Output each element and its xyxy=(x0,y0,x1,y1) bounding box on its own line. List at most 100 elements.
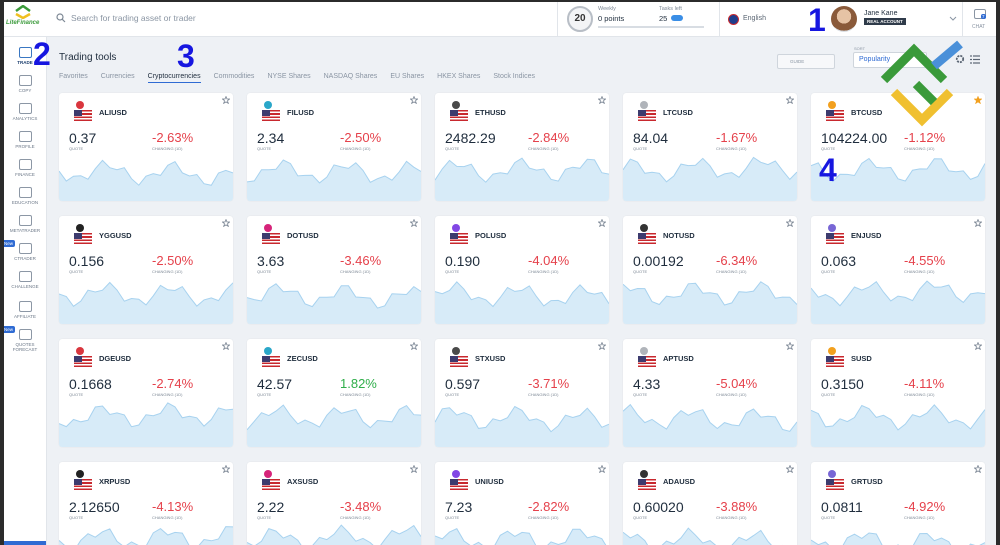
favorite-star[interactable] xyxy=(410,219,418,227)
favorite-star[interactable] xyxy=(786,96,794,104)
change-label: CHANGING (1D) xyxy=(528,392,559,397)
flag-icon xyxy=(826,110,844,121)
sidebar-item[interactable]: ANALYTICS xyxy=(4,103,46,121)
sidebar-item[interactable]: EDUCATION xyxy=(4,187,46,205)
sidebar-label: AFFILIATE xyxy=(14,314,36,319)
change: -3.71% xyxy=(528,376,570,391)
favorite-star[interactable] xyxy=(410,96,418,104)
sidebar-item[interactable]: PROFILE xyxy=(4,131,46,149)
quote: 2.12650 xyxy=(69,499,120,515)
favorite-star[interactable] xyxy=(222,96,230,104)
asset-card[interactable]: DOTUSD 3.63 -3.46% QUOTE CHANGING (1D) xyxy=(247,216,421,324)
asset-card[interactable]: BTCUSD 104224.00 -1.12% QUOTE CHANGING (1D) xyxy=(811,93,985,201)
symbol: ZECUSD xyxy=(287,354,318,363)
tab[interactable]: Favorites xyxy=(59,73,88,80)
tab[interactable]: Stock Indices xyxy=(493,73,535,80)
asset-card[interactable]: STXUSD 0.597 -3.71% QUOTE CHANGING (1D) xyxy=(435,339,609,447)
tab[interactable]: EU Shares xyxy=(390,73,425,80)
favorite-star[interactable] xyxy=(410,465,418,473)
sparkline xyxy=(623,403,797,447)
asset-card[interactable]: XRPUSD 2.12650 -4.13% QUOTE CHANGING (1D) xyxy=(59,462,233,545)
divider xyxy=(719,2,720,36)
asset-card[interactable]: ZECUSD 42.57 1.82% QUOTE CHANGING (1D) xyxy=(247,339,421,447)
quote: 0.60020 xyxy=(633,499,684,515)
favorite-star[interactable] xyxy=(222,219,230,227)
sidebar-item[interactable]: CHALLENGE xyxy=(4,271,46,289)
sidebar-item[interactable]: QUOTES FORECAST New xyxy=(4,326,46,352)
favorite-star[interactable] xyxy=(974,96,982,104)
coin-icon xyxy=(640,347,648,355)
favorite-star[interactable] xyxy=(974,342,982,350)
favorite-star[interactable] xyxy=(598,96,606,104)
annotation: 2 xyxy=(33,36,51,72)
favorite-star[interactable] xyxy=(410,342,418,350)
tab[interactable]: Cryptocurrencies xyxy=(147,73,201,83)
quote-label: QUOTE xyxy=(821,269,836,274)
symbol: BTCUSD xyxy=(851,108,883,117)
sparkline xyxy=(59,402,233,447)
weekly-label: Weekly xyxy=(598,6,616,12)
asset-card[interactable]: ADAUSD 0.60020 -3.88% QUOTE CHANGING (1D) xyxy=(623,462,797,545)
user-name[interactable]: Jane Kane xyxy=(864,10,898,17)
asset-card[interactable]: UNIUSD 7.23 -2.82% QUOTE CHANGING (1D) xyxy=(435,462,609,545)
asset-card[interactable]: POLUSD 0.190 -4.04% QUOTE CHANGING (1D) xyxy=(435,216,609,324)
asset-card[interactable]: SUSD 0.3150 -4.11% QUOTE CHANGING (1D) xyxy=(811,339,985,447)
tab[interactable]: Currencies xyxy=(100,73,135,80)
sidebar-item[interactable]: COPY xyxy=(4,75,46,93)
chat-label[interactable]: CHAT xyxy=(972,24,986,30)
tab[interactable]: NYSE Shares xyxy=(267,73,311,80)
sidebar-label: METATRADER xyxy=(9,228,41,233)
favorite-star[interactable] xyxy=(974,465,982,473)
quote: 0.00192 xyxy=(633,253,684,269)
favorite-star[interactable] xyxy=(598,219,606,227)
asset-card[interactable]: FILUSD 2.34 -2.50% QUOTE CHANGING (1D) xyxy=(247,93,421,201)
favorite-star[interactable] xyxy=(974,219,982,227)
asset-card[interactable]: NOTUSD 0.00192 -6.34% QUOTE CHANGING (1D) xyxy=(623,216,797,324)
sidebar-item[interactable]: FINANCE xyxy=(4,159,46,177)
change: -2.84% xyxy=(528,130,570,145)
sparkline xyxy=(247,524,421,545)
asset-card[interactable]: LTCUSD 84.04 -1.67% QUOTE CHANGING (1D) xyxy=(623,93,797,201)
asset-card[interactable]: AXSUSD 2.22 -3.48% QUOTE CHANGING (1D) xyxy=(247,462,421,545)
coin-icon xyxy=(828,101,836,109)
settings-icon[interactable] xyxy=(955,54,965,64)
favorite-star[interactable] xyxy=(786,342,794,350)
asset-card[interactable]: ALIUSD 0.37 -2.63% QUOTE CHANGING (1D) xyxy=(59,93,233,201)
sidebar-item[interactable]: AFFILIATE xyxy=(4,301,46,319)
language-select[interactable]: English xyxy=(743,15,766,22)
asset-card[interactable]: YGGUSD 0.156 -2.50% QUOTE CHANGING (1D) xyxy=(59,216,233,324)
symbol: POLUSD xyxy=(475,231,507,240)
sidebar-item[interactable]: TRADE xyxy=(4,47,46,65)
tab[interactable]: Commodities xyxy=(213,73,255,80)
change: -2.50% xyxy=(340,130,382,145)
flag-icon xyxy=(262,233,280,244)
asset-card[interactable]: GRTUSD 0.0811 -4.92% QUOTE CHANGING (1D) xyxy=(811,462,985,545)
sidebar-item[interactable]: CTRADER New xyxy=(4,240,46,261)
avatar[interactable] xyxy=(831,6,857,32)
favorite-star[interactable] xyxy=(222,465,230,473)
asset-card[interactable]: APTUSD 4.33 -5.04% QUOTE CHANGING (1D) xyxy=(623,339,797,447)
chevron[interactable] xyxy=(949,16,957,22)
tab[interactable]: HKEX Shares xyxy=(437,73,481,80)
symbol: AXSUSD xyxy=(287,477,319,486)
favorite-star[interactable] xyxy=(598,465,606,473)
coin-icon xyxy=(640,101,648,109)
favorite-star[interactable] xyxy=(786,465,794,473)
guide-button[interactable]: GUIDE xyxy=(777,54,835,69)
sidebar: TRADE COPY ANALYTICS PROFILE FINANCE EDUCATIO… xyxy=(4,37,47,545)
quote-label: QUOTE xyxy=(445,146,460,151)
favorite-star[interactable] xyxy=(222,342,230,350)
search-input[interactable]: Search for trading asset or trader xyxy=(71,13,196,23)
coin-icon xyxy=(828,224,836,232)
favorite-star[interactable] xyxy=(786,219,794,227)
flag-icon xyxy=(638,479,656,490)
asset-card[interactable]: ETHUSD 2482.29 -2.84% QUOTE CHANGING (1D) xyxy=(435,93,609,201)
sidebar-item[interactable]: METATRADER xyxy=(4,215,46,233)
tab[interactable]: NASDAQ Shares xyxy=(323,73,378,80)
asset-card[interactable]: DGEUSD 0.1668 -2.74% QUOTE CHANGING (1D) xyxy=(59,339,233,447)
favorite-star[interactable] xyxy=(598,342,606,350)
list-view-icon[interactable] xyxy=(970,55,980,64)
logo-text[interactable]: LiteFinance xyxy=(6,20,40,26)
asset-card[interactable]: ENJUSD 0.063 -4.55% QUOTE CHANGING (1D) xyxy=(811,216,985,324)
